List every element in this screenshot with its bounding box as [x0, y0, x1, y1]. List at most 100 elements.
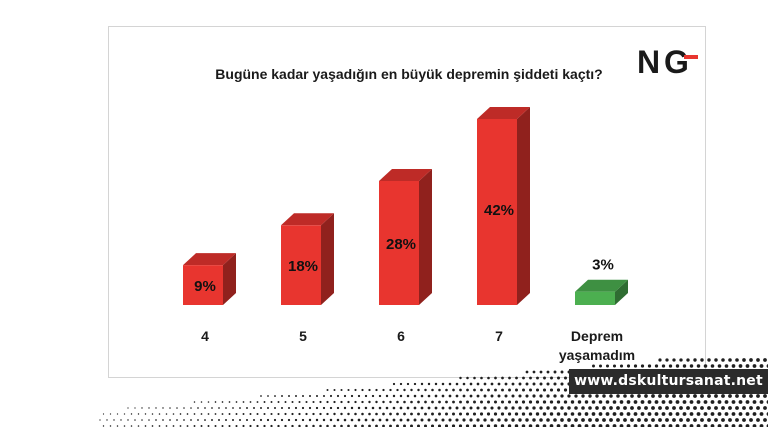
pattern-dot — [375, 400, 378, 404]
pattern-dot — [350, 418, 354, 422]
pattern-dot — [155, 419, 157, 421]
pattern-dot — [535, 400, 540, 404]
logo-letter-g: G — [664, 44, 687, 80]
bar-2-front — [281, 225, 321, 305]
pattern-dot — [518, 382, 522, 386]
pattern-dot — [563, 400, 568, 404]
pattern-dot — [207, 401, 210, 403]
pattern-dot — [630, 406, 634, 410]
pattern-dot — [322, 418, 326, 422]
pattern-dot — [483, 382, 487, 386]
pattern-dot — [494, 388, 497, 392]
pattern-dot — [738, 412, 743, 416]
category-labels-group: 4 5 6 7 Deprem yaşamadım — [201, 328, 635, 363]
pattern-dot — [385, 418, 389, 422]
pattern-dot — [193, 401, 196, 403]
pattern-dot — [413, 406, 417, 410]
pattern-dot — [493, 400, 498, 404]
pattern-dot — [378, 418, 382, 422]
pattern-dot — [256, 412, 259, 416]
pattern-dot — [260, 407, 262, 409]
pattern-dot — [148, 407, 150, 409]
pattern-dot — [745, 400, 750, 404]
bar-2-top — [281, 213, 334, 226]
pattern-dot — [623, 406, 627, 410]
pattern-dot — [532, 406, 536, 410]
pattern-dot — [455, 394, 459, 398]
pattern-dot — [396, 400, 399, 404]
pattern-dot — [500, 412, 505, 416]
pattern-dot — [647, 412, 652, 416]
pattern-dot — [518, 394, 522, 398]
pattern-dot — [291, 412, 294, 416]
pattern-dot — [549, 388, 554, 392]
pattern-dot — [434, 382, 438, 386]
pattern-dot — [679, 394, 683, 398]
pattern-dot — [193, 413, 196, 415]
pattern-dot — [556, 388, 561, 392]
pattern-dot — [329, 406, 333, 410]
pattern-dot — [389, 400, 392, 404]
pattern-dot — [511, 382, 515, 386]
pattern-dot — [490, 418, 494, 422]
pattern-dot — [462, 418, 466, 422]
pattern-dot — [602, 394, 606, 398]
pattern-dot — [686, 418, 690, 422]
pattern-dot — [438, 412, 441, 416]
pattern-dot — [204, 407, 206, 409]
pattern-dot — [392, 382, 396, 386]
pattern-dot — [249, 413, 252, 415]
pattern-dot — [221, 413, 224, 415]
pattern-dot — [710, 400, 715, 404]
pattern-dot — [354, 388, 357, 392]
pattern-dot — [228, 401, 231, 403]
pattern-dot — [497, 394, 501, 398]
pattern-dot — [518, 418, 522, 422]
pattern-dot — [455, 382, 459, 386]
pattern-dot — [595, 394, 599, 398]
pattern-dot — [361, 388, 364, 392]
pattern-dot — [483, 406, 487, 410]
pattern-dot — [106, 419, 108, 421]
pattern-dot — [560, 382, 564, 386]
pattern-dot — [109, 413, 112, 415]
pattern-dot — [301, 406, 305, 410]
pattern-dot — [497, 418, 501, 422]
pattern-dot — [735, 358, 739, 362]
pattern-dot — [350, 394, 354, 398]
pattern-dot — [441, 418, 445, 422]
pattern-dot — [717, 400, 722, 404]
pattern-dot — [466, 400, 469, 404]
pattern-dot — [735, 418, 739, 422]
pattern-dot — [525, 394, 529, 398]
pattern-dot — [284, 401, 287, 403]
pattern-dot — [591, 400, 596, 404]
pattern-dot — [452, 412, 455, 416]
pattern-dot — [410, 400, 413, 404]
pattern-dot — [361, 400, 364, 404]
pattern-dot — [665, 394, 669, 398]
pattern-dot — [553, 406, 557, 410]
pattern-dot — [308, 418, 312, 422]
pattern-dot — [225, 407, 227, 409]
pattern-dot — [714, 418, 718, 422]
pattern-dot — [364, 394, 368, 398]
pattern-dot — [246, 407, 248, 409]
pattern-dot — [343, 394, 347, 398]
pattern-dot — [364, 406, 368, 410]
pattern-dot — [584, 400, 589, 404]
pattern-dot — [465, 412, 470, 416]
pattern-dot — [466, 388, 469, 392]
pattern-dot — [707, 358, 711, 362]
pattern-dot — [308, 394, 312, 398]
pattern-dot — [500, 400, 505, 404]
pattern-dot — [668, 400, 673, 404]
pattern-dot — [637, 406, 641, 410]
pattern-dot — [448, 382, 452, 386]
category-label-1: 4 — [201, 328, 209, 344]
pattern-dot — [521, 412, 526, 416]
bar-5 — [575, 279, 628, 305]
pattern-dot — [200, 401, 203, 403]
pattern-dot — [378, 406, 382, 410]
pattern-dot — [438, 400, 441, 404]
